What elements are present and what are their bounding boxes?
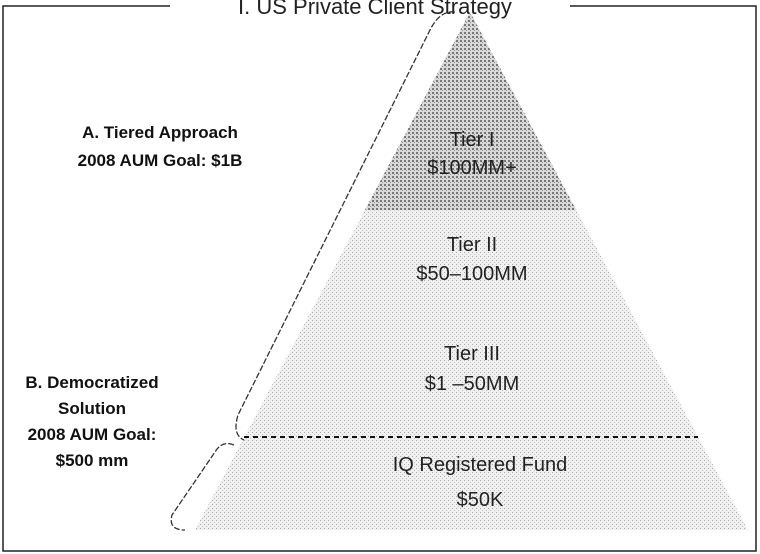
tier-range: $1 –50MM [425, 373, 520, 395]
side-label: A. Tiered Approach [82, 123, 238, 142]
tier-name: Tier III [444, 343, 500, 365]
tier-name: IQ Registered Fund [393, 454, 568, 476]
side-label: Solution [58, 399, 126, 418]
brace-a [235, 11, 456, 441]
tier-name: Tier I [450, 129, 495, 151]
side-label: $500 mm [56, 451, 129, 470]
side-label: 2008 AUM Goal: $1B [78, 151, 243, 170]
tier-name: Tier II [447, 234, 497, 256]
brace-b [170, 442, 235, 531]
tier-range: $100MM+ [427, 157, 517, 179]
tier-range: $50–100MM [416, 263, 527, 285]
tier-range: $50K [457, 489, 504, 511]
side-label: 2008 AUM Goal: [28, 425, 157, 444]
side-label: B. Democratized [25, 373, 158, 392]
